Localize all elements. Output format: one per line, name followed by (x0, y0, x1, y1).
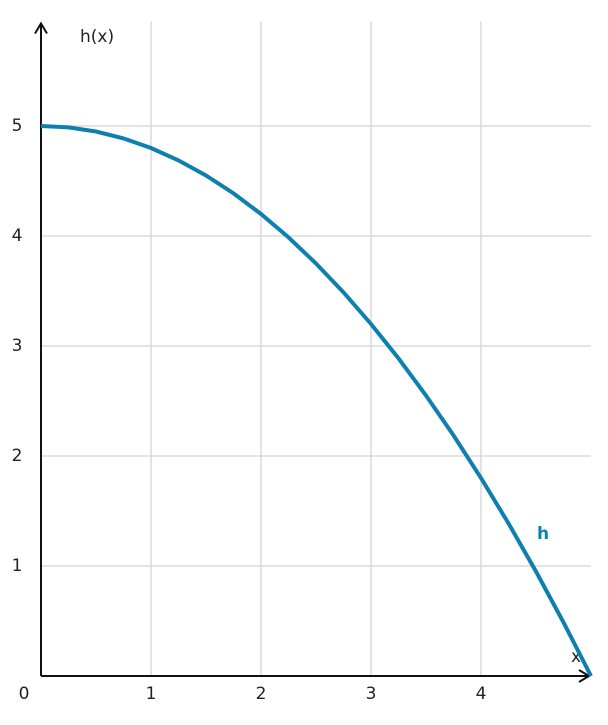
x-tick-label: 3 (366, 684, 377, 704)
x-tick-label: 2 (256, 684, 267, 704)
line (40, 124, 593, 677)
x-tick-label: 0 (19, 684, 30, 704)
y-tick-label: 3 (12, 336, 23, 356)
y-axis-label: h(x) (80, 27, 114, 47)
x-tick-label: 1 (146, 684, 157, 704)
series-label: h (537, 524, 549, 544)
y-tick-label: 5 (12, 116, 23, 136)
y-tick-label: 4 (12, 226, 23, 246)
y-tick-label: 2 (12, 446, 23, 466)
y-tick-label: 1 (12, 556, 23, 576)
y-axis-arrow (34, 21, 48, 35)
x-tick-label: 4 (476, 684, 487, 704)
x-axis-label: x (571, 647, 581, 667)
